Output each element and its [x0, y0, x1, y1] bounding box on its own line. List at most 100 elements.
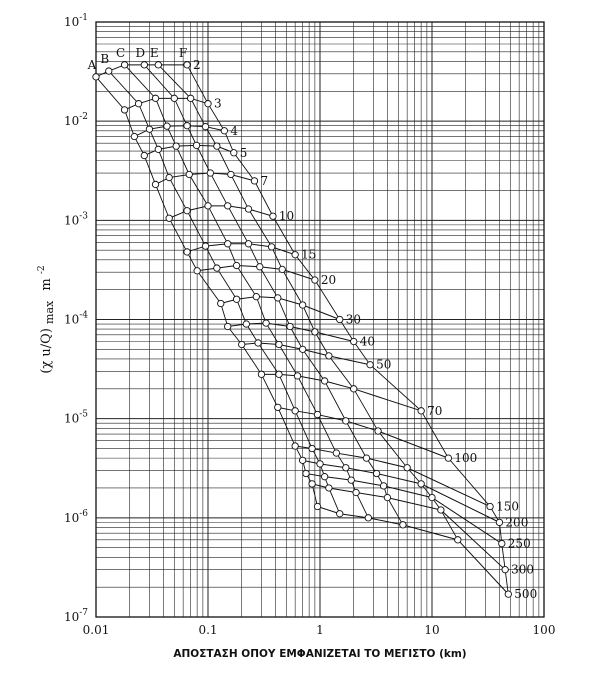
y-tick-label: 10-7 [64, 608, 88, 624]
series-label-40: 40 [360, 335, 375, 349]
data-point-300 [352, 488, 360, 497]
series-label-7: 7 [260, 174, 268, 188]
series-label-15: 15 [301, 248, 316, 262]
marker-group [92, 61, 512, 598]
data-point-30 [252, 292, 260, 301]
data-point-250 [320, 473, 329, 481]
series-line-500 [317, 506, 509, 595]
data-point-20 [311, 276, 319, 284]
data-point-250 [498, 539, 506, 548]
data-point-70 [320, 377, 329, 385]
data-point-100 [342, 417, 350, 425]
data-point-50 [238, 340, 246, 349]
x-tick-label: 10 [424, 623, 439, 637]
data-point-150 [308, 444, 316, 453]
data-point-300 [383, 493, 392, 502]
series-label-250: 250 [508, 537, 531, 551]
data-point-150 [403, 464, 411, 472]
series-label-300: 300 [511, 563, 534, 577]
data-point-70 [293, 372, 302, 380]
series-label-100: 100 [454, 451, 477, 465]
stability-class-label-d: D [136, 46, 146, 60]
data-point-200 [495, 518, 504, 527]
y-tick-exponent: -2 [79, 112, 88, 122]
data-point-7 [227, 170, 235, 179]
class-line-a [95, 76, 318, 507]
y-tick-exponent: -7 [79, 608, 88, 618]
data-point-200 [316, 460, 324, 468]
y-tick-base: 10 [64, 511, 79, 525]
data-point-10 [244, 205, 253, 213]
series-line-70 [261, 373, 422, 412]
series-label-150: 150 [496, 500, 519, 514]
data-point-3 [170, 94, 178, 102]
y-tick-exponent: -5 [79, 410, 88, 420]
data-point-50 [275, 340, 283, 349]
data-point-15 [183, 248, 191, 256]
y-tick-label: 10-5 [64, 410, 88, 426]
y-axis-label-unit: m [39, 278, 54, 290]
data-point-2 [154, 61, 162, 69]
data-point-15 [201, 242, 210, 250]
data-point-3 [120, 106, 129, 114]
data-point-70 [350, 385, 358, 393]
data-point-150 [332, 449, 341, 457]
data-point-70 [417, 407, 425, 415]
data-point-500 [504, 590, 512, 598]
data-point-2 [105, 67, 113, 75]
x-tick-label: 0.01 [83, 623, 110, 637]
data-point-500 [313, 502, 322, 511]
x-tick-label: 100 [533, 623, 556, 637]
data-point-2 [120, 61, 129, 69]
data-point-5 [230, 149, 238, 157]
series-line-200 [302, 459, 500, 523]
data-point-3 [187, 94, 195, 102]
data-point-30 [217, 299, 225, 308]
data-point-100 [444, 454, 453, 462]
tick-label-group: 0.01 0.1 1 10 10010-110-210-310-410-510-610-… [64, 13, 556, 637]
y-tick-base: 10 [64, 313, 79, 327]
data-point-250 [428, 493, 436, 502]
data-point-200 [372, 469, 381, 478]
y-tick-base: 10 [64, 213, 79, 227]
data-point-7 [151, 180, 160, 189]
data-point-500 [399, 521, 407, 529]
data-point-10 [183, 207, 191, 215]
y-tick-base: 10 [64, 610, 79, 624]
data-point-3 [151, 94, 160, 102]
data-point-7 [250, 177, 259, 185]
data-point-30 [274, 294, 282, 302]
data-point-100 [274, 403, 282, 412]
y-tick-exponent: -1 [79, 13, 88, 23]
stability-class-label-a: A [87, 58, 97, 72]
data-point-500 [454, 536, 462, 544]
data-point-50 [254, 339, 262, 347]
data-point-150 [362, 454, 371, 462]
class-line-c [124, 64, 369, 519]
y-axis-label: (χ u/Q) max m -2 [37, 265, 57, 373]
series-label-20: 20 [321, 273, 336, 287]
data-point-4 [163, 122, 171, 130]
data-point-250 [347, 476, 355, 484]
x-tick-label: 1 [316, 623, 324, 637]
data-point-30 [336, 315, 344, 324]
data-point-15 [267, 243, 276, 251]
data-point-7 [206, 169, 215, 177]
y-tick-exponent: -3 [79, 211, 88, 221]
data-point-15 [244, 240, 253, 248]
series-label-2: 2 [193, 58, 201, 72]
series-label-5: 5 [240, 146, 248, 160]
data-point-300 [501, 566, 509, 574]
data-point-300 [325, 484, 333, 492]
data-point-5 [172, 142, 180, 150]
plot-frame [95, 21, 545, 618]
data-point-500 [336, 510, 344, 518]
stability-class-label-e: E [150, 46, 159, 60]
data-point-50 [366, 361, 374, 369]
data-point-4 [220, 127, 229, 135]
series-line-100 [277, 406, 449, 459]
data-point-4 [201, 123, 210, 131]
series-label-500: 500 [514, 587, 537, 601]
data-point-10 [269, 212, 277, 220]
data-point-20 [256, 263, 264, 271]
